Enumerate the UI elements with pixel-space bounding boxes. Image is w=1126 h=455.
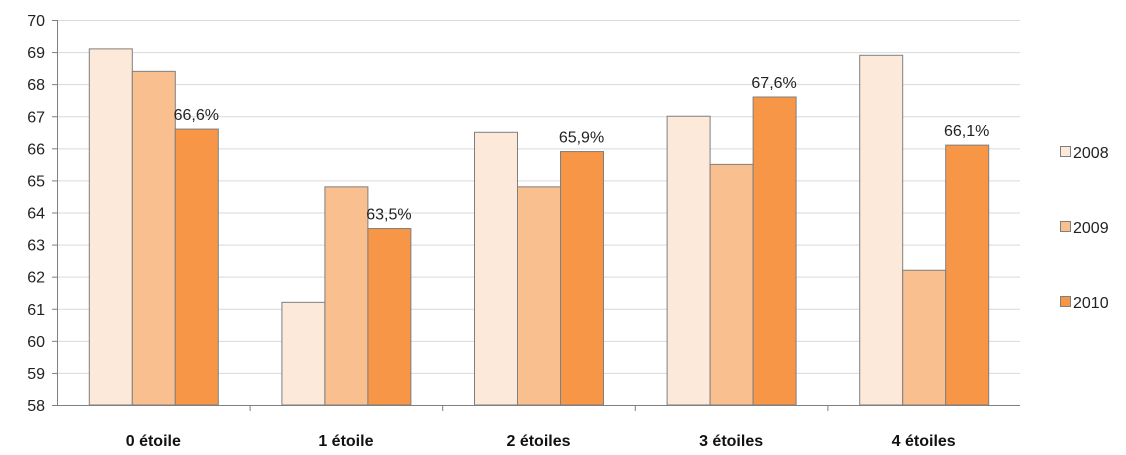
legend-swatch-2008 — [1060, 146, 1071, 157]
y-tick-label: 70 — [27, 13, 45, 30]
bar-2009 — [131, 70, 176, 406]
y-tick-label: 68 — [27, 77, 45, 94]
y-tick-label: 66 — [27, 141, 45, 158]
bar-2009 — [709, 163, 754, 406]
y-tick-label: 60 — [27, 334, 45, 351]
bar-2008 — [666, 115, 711, 406]
bar-2010 — [367, 228, 412, 406]
bar-2008 — [281, 301, 326, 406]
legend-label-2009: 2009 — [1073, 220, 1109, 237]
y-tick-label: 58 — [27, 398, 45, 415]
legend-swatch-2009 — [1060, 221, 1071, 232]
x-tick-label: 4 étoiles — [892, 433, 956, 450]
x-tick-label: 0 étoile — [126, 433, 181, 450]
bar-2009 — [324, 186, 369, 406]
data-label: 65,9% — [559, 130, 604, 147]
y-tick-label: 65 — [27, 173, 45, 190]
y-tick-label: 62 — [27, 270, 45, 287]
data-label: 66,1% — [944, 123, 989, 140]
y-tick-label: 64 — [27, 206, 45, 223]
bar-2010 — [752, 96, 797, 406]
y-tick-label: 61 — [27, 302, 45, 319]
bar-2010 — [174, 128, 219, 406]
x-tick-label: 2 étoiles — [506, 433, 570, 450]
data-label: 67,6% — [751, 75, 796, 92]
bar-2009 — [902, 269, 947, 406]
bar-2008 — [859, 54, 904, 406]
legend: 2008 2009 2010 — [1060, 145, 1109, 312]
y-tick-label: 69 — [27, 45, 45, 62]
data-label: 63,5% — [366, 207, 411, 224]
bar-2010 — [945, 144, 990, 406]
bars — [88, 48, 990, 406]
data-label: 66,6% — [174, 107, 219, 124]
axes: 58 59 60 61 62 63 64 65 66 67 68 69 70 0 étoile 1 étoi… — [27, 13, 1020, 450]
bar-2009 — [517, 186, 561, 406]
bar-2008 — [474, 131, 518, 406]
x-tick-label: 1 étoile — [318, 433, 373, 450]
y-tick-label: 63 — [27, 238, 45, 255]
legend-label-2010: 2010 — [1073, 295, 1109, 312]
bar-2010 — [560, 151, 604, 406]
y-tick-label: 59 — [27, 366, 45, 383]
bar-2008 — [88, 48, 133, 406]
x-tick-label: 3 étoiles — [699, 433, 763, 450]
y-tick-label: 67 — [27, 109, 45, 126]
data-labels: 66,6% 63,5% 65,9% 67,6% 66,1% — [174, 75, 990, 224]
legend-swatch-2010 — [1060, 296, 1071, 307]
legend-label-2008: 2008 — [1073, 145, 1109, 162]
